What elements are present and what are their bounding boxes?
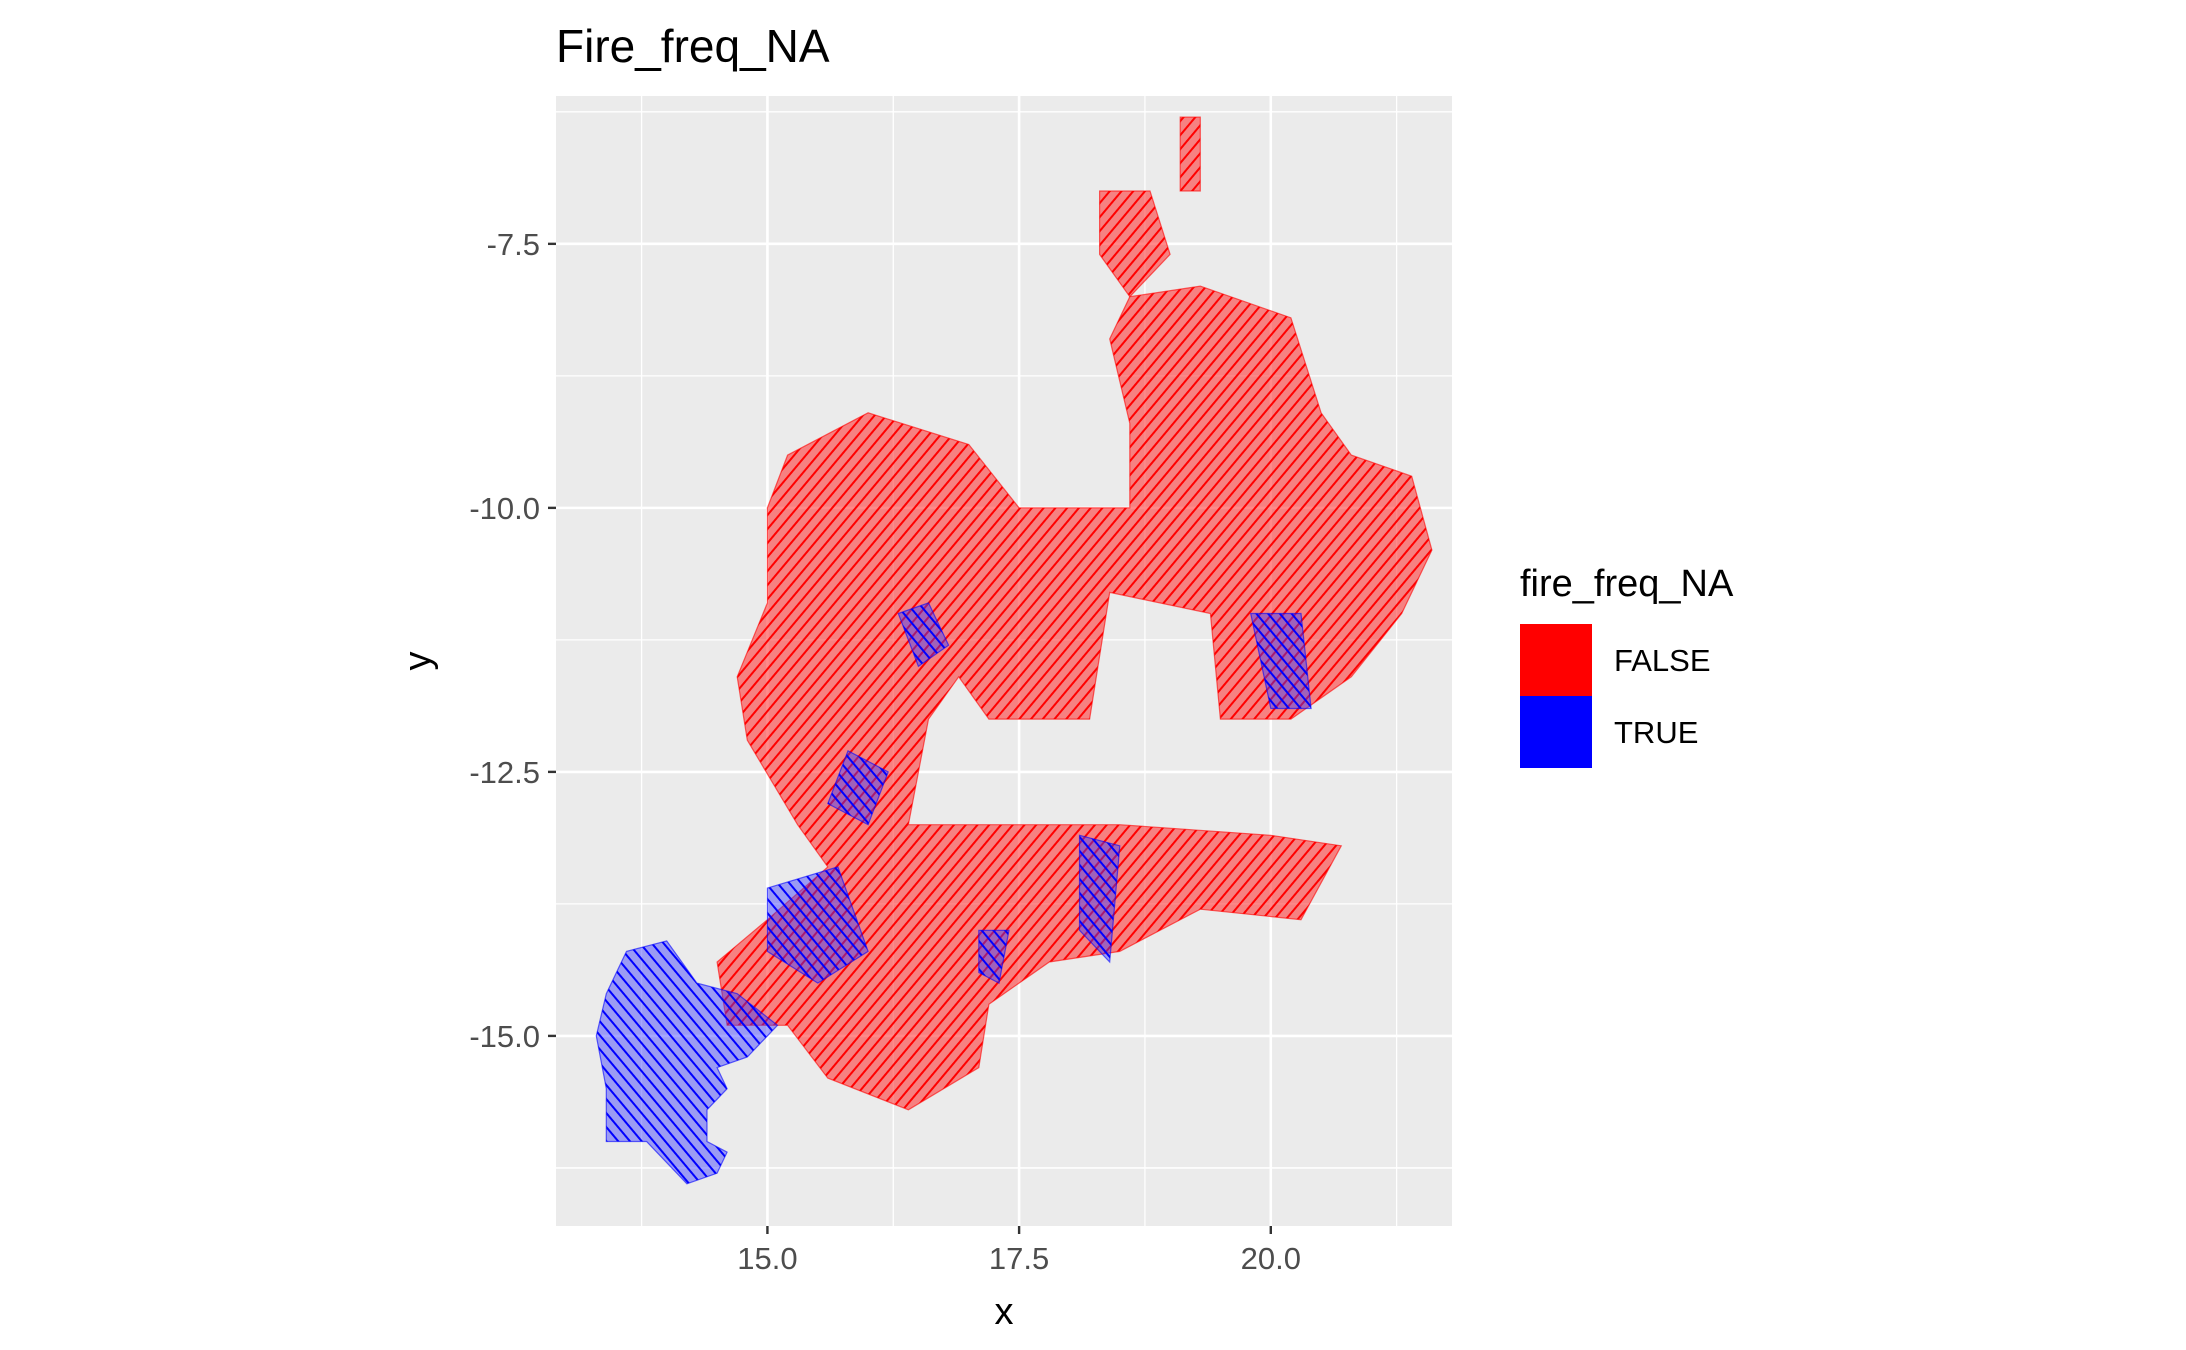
- point-cloud-false: [1098, 190, 1171, 298]
- y-tick-label: -12.5: [469, 755, 540, 790]
- point-cloud-true: [595, 940, 779, 1185]
- legend-label-true: TRUE: [1614, 715, 1698, 750]
- series-true: [595, 602, 1312, 1185]
- point-cloud-true: [978, 929, 1010, 985]
- point-cloud-true: [1249, 612, 1312, 710]
- legend-key-false: [1520, 624, 1592, 696]
- chart-title: Fire_freq_NA: [556, 20, 830, 72]
- y-tick-label: -10.0: [469, 491, 540, 526]
- legend-entries: FALSE TRUE: [1520, 624, 1711, 768]
- point-cloud-true: [766, 866, 869, 984]
- point-cloud-true: [827, 749, 889, 826]
- x-tick-label: 15.0: [737, 1241, 797, 1276]
- point-cloud-true: [1078, 834, 1121, 964]
- y-axis-title: y: [397, 652, 439, 671]
- x-axis: 15.0 17.5 20.0: [737, 1226, 1301, 1276]
- point-cloud-true: [897, 602, 950, 668]
- legend-key-true: [1520, 696, 1592, 768]
- data-layer: [595, 116, 1433, 1185]
- y-axis: -7.5 -10.0 -12.5 -15.0: [469, 227, 556, 1054]
- series-false: [716, 116, 1433, 1111]
- legend: fire_freq_NA FALSE TRUE: [1520, 563, 1734, 768]
- y-tick-label: -7.5: [487, 227, 540, 262]
- y-tick-label: -15.0: [469, 1019, 540, 1054]
- legend-title: fire_freq_NA: [1520, 563, 1734, 605]
- point-cloud-false: [1179, 116, 1201, 192]
- x-tick-label: 17.5: [989, 1241, 1049, 1276]
- x-tick-label: 20.0: [1241, 1241, 1301, 1276]
- legend-label-false: FALSE: [1614, 643, 1711, 678]
- x-axis-title: x: [995, 1291, 1014, 1333]
